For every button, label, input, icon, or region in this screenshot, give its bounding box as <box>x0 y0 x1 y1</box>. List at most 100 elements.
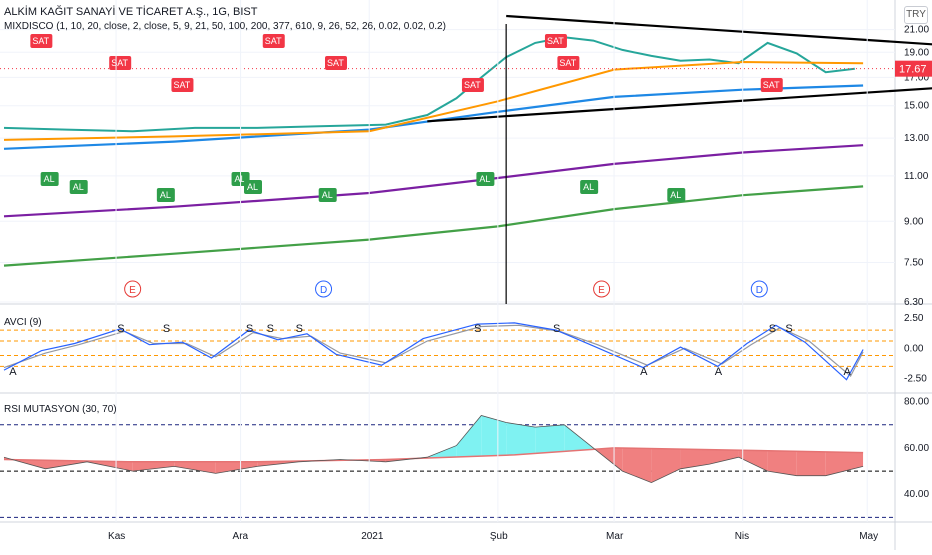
price-tick-label: 7.50 <box>904 258 924 269</box>
x-axis-label: Nis <box>735 531 749 542</box>
ma-green-line <box>3 185 864 267</box>
currency-badge[interactable]: TRY <box>904 6 928 24</box>
al-signal-box <box>667 188 686 202</box>
sat-signal-label: SAT <box>265 36 282 46</box>
x-axis-label: May <box>859 531 878 542</box>
x-axis-label: Mar <box>606 531 624 542</box>
rsi-fill-segment <box>132 461 175 472</box>
sat-signal-box <box>30 34 53 48</box>
x-axis-label: 2021 <box>361 531 384 542</box>
avci-signal-line <box>3 324 864 378</box>
price-tick-label: 11.00 <box>904 171 929 182</box>
dividend-marker <box>750 280 768 298</box>
rsi-fill-segment <box>651 448 681 483</box>
avci-signal-label: S <box>267 323 274 335</box>
rsi-fill-segment <box>796 451 826 476</box>
trendline-upper <box>506 14 932 46</box>
sat-signal-box <box>109 56 132 70</box>
avci-signal-label: S <box>553 323 560 335</box>
dividend-marker-label: D <box>320 285 327 296</box>
sat-signal-label: SAT <box>559 58 576 68</box>
price-tick-label: 17.00 <box>904 72 929 83</box>
rsi-tick-label: 40.00 <box>904 489 929 500</box>
chart-title: ALKİM KAĞIT SANAYİ VE TİCARET A.Ş., 1G, … <box>4 6 258 18</box>
sat-signal-box <box>544 34 567 48</box>
sat-signal-label: SAT <box>547 36 564 46</box>
earnings-marker-label: E <box>129 285 136 296</box>
price-tick-label: 9.00 <box>904 216 924 227</box>
sat-signal-box <box>325 56 347 70</box>
rsi-fill-segment <box>215 461 258 474</box>
sat-signal-label: SAT <box>327 58 344 68</box>
indicator-params: MIXDISCO (1, 10, 20, close, 2, close, 5,… <box>4 21 446 32</box>
sat-signal-label: SAT <box>464 80 481 90</box>
rsi-fill-segment <box>825 451 864 476</box>
rsi-tick-label: 60.00 <box>904 443 929 454</box>
ma-purple-line <box>3 144 864 218</box>
al-signal-label: AL <box>479 174 490 184</box>
x-axis-label: Ara <box>233 531 249 542</box>
avci-tick-label: 2.50 <box>904 313 924 324</box>
last-price-label: 17.67 <box>899 64 927 76</box>
al-signal-box <box>40 172 59 186</box>
al-signal-box <box>580 180 599 194</box>
rsi-fill-segment <box>680 449 710 469</box>
trendline-lower <box>427 87 932 123</box>
price-tick-label: 19.00 <box>904 47 929 58</box>
al-signal-label: AL <box>73 182 84 192</box>
avci-signal-label: A <box>640 366 648 378</box>
avci-signal-label: S <box>163 323 170 335</box>
al-signal-box <box>69 180 88 194</box>
al-signal-label: AL <box>247 182 258 192</box>
al-signal-box <box>318 188 337 202</box>
price-tick-label: 21.00 <box>904 25 929 36</box>
earnings-marker <box>593 280 611 298</box>
dividend-marker-label: D <box>756 285 763 296</box>
x-axis-label: Şub <box>490 531 508 542</box>
sat-signal-box <box>262 34 285 48</box>
rsi-fill-segment <box>506 422 536 456</box>
rsi-fill-segment <box>535 424 565 454</box>
price-tick-label: 15.00 <box>904 101 929 112</box>
earnings-marker <box>124 280 142 298</box>
rsi-title: RSI MUTASYON (30, 70) <box>4 404 117 415</box>
avci-signal-label: S <box>296 323 303 335</box>
avci-main-line <box>3 322 864 381</box>
sat-signal-label: SAT <box>763 80 780 90</box>
sat-signal-box <box>760 78 783 92</box>
rsi-fill-segment <box>456 415 482 457</box>
price-tick-label: 6.30 <box>904 297 924 308</box>
rsi-baseline-line <box>3 447 864 463</box>
sat-signal-box <box>557 56 580 70</box>
avci-tick-label: -2.50 <box>904 374 927 385</box>
avci-signal-label: S <box>246 323 253 335</box>
avci-signal-label: S <box>474 323 481 335</box>
rsi-fill-segment <box>622 448 652 483</box>
sat-signal-box <box>461 78 484 92</box>
avci-signal-label: A <box>9 366 17 378</box>
avci-tick-label: 0.00 <box>904 343 924 354</box>
avci-signal-label: S <box>769 323 776 335</box>
avci-signal-label: A <box>843 366 851 378</box>
al-signal-label: AL <box>670 190 681 200</box>
x-axis-label: Kas <box>108 531 125 542</box>
rsi-fill-segment <box>481 415 507 457</box>
rsi-main-line <box>3 415 864 484</box>
al-signal-label: AL <box>160 190 171 200</box>
sat-signal-label: SAT <box>32 36 49 46</box>
avci-signal-label: A <box>715 366 723 378</box>
al-signal-box <box>244 180 262 194</box>
rsi-fill-segment <box>564 424 594 452</box>
rsi-fill-segment <box>174 461 216 474</box>
rsi-fill-segment <box>45 460 87 469</box>
avci-signal-label: S <box>785 323 792 335</box>
sat-signal-label: SAT <box>111 58 128 68</box>
rsi-fill-segment <box>709 449 739 465</box>
al-signal-label: AL <box>583 182 594 192</box>
last-price-tag <box>895 60 932 77</box>
price-tick-label: 13.00 <box>904 133 929 144</box>
sat-signal-label: SAT <box>173 80 190 90</box>
rsi-tick-label: 80.00 <box>904 397 929 408</box>
